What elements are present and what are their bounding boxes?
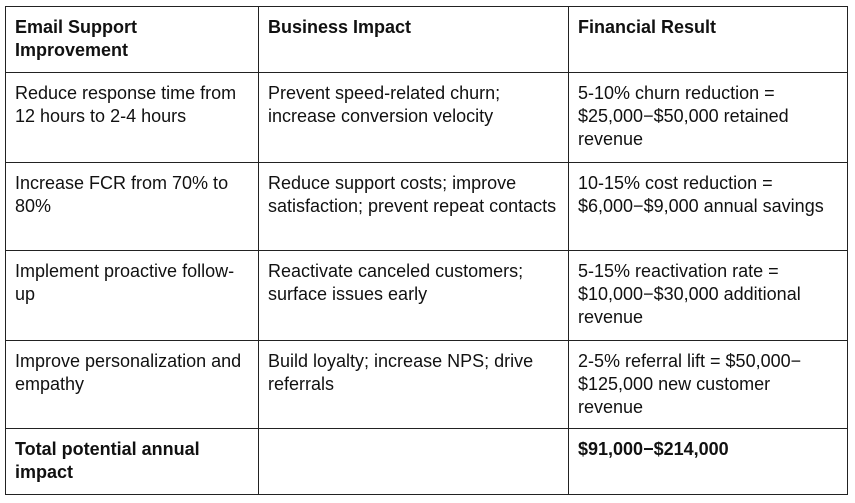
table-row: Improve personalization and empathy Buil…	[5, 340, 848, 429]
cell-improvement: Implement proactive follow-up	[5, 250, 259, 341]
table-row: Increase FCR from 70% to 80% Reduce supp…	[5, 162, 848, 251]
cell-result: 5-15% reactivation rate = $10,000−$30,00…	[568, 250, 848, 341]
table-row: Implement proactive follow-up Reactivate…	[5, 250, 848, 341]
header-financial-result: Financial Result	[568, 6, 848, 73]
total-impact-empty	[258, 428, 569, 495]
impact-table: Email Support Improvement Business Impac…	[5, 6, 848, 495]
cell-result: 5-10% churn reduction = $25,000−$50,000 …	[568, 72, 848, 163]
cell-improvement: Increase FCR from 70% to 80%	[5, 162, 259, 251]
cell-result: 10-15% cost reduction = $6,000−$9,000 an…	[568, 162, 848, 251]
cell-improvement: Improve personalization and empathy	[5, 340, 259, 429]
cell-result: 2-5% referral lift = $50,000−$125,000 ne…	[568, 340, 848, 429]
table-row: Reduce response time from 12 hours to 2-…	[5, 72, 848, 163]
cell-improvement: Reduce response time from 12 hours to 2-…	[5, 72, 259, 163]
table-header-row: Email Support Improvement Business Impac…	[5, 6, 848, 73]
cell-impact: Build loyalty; increase NPS; drive refer…	[258, 340, 569, 429]
header-improvement: Email Support Improvement	[5, 6, 259, 73]
table-total-row: Total potential annual impact $91,000−$2…	[5, 428, 848, 495]
cell-impact: Reduce support costs; improve satisfacti…	[258, 162, 569, 251]
header-business-impact: Business Impact	[258, 6, 569, 73]
total-result: $91,000−$214,000	[568, 428, 848, 495]
total-label: Total potential annual impact	[5, 428, 259, 495]
cell-impact: Prevent speed-related churn; increase co…	[258, 72, 569, 163]
cell-impact: Reactivate canceled customers; surface i…	[258, 250, 569, 341]
